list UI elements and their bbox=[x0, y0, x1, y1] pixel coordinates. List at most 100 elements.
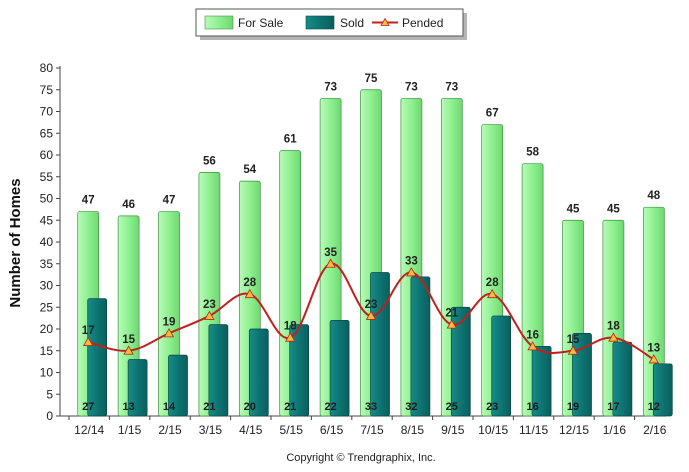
x-tick-label: 9/15 bbox=[441, 423, 465, 437]
y-tick-label: 20 bbox=[40, 322, 54, 336]
pended-marker bbox=[365, 310, 377, 320]
sold-bar bbox=[329, 319, 350, 417]
y-tick-label: 60 bbox=[40, 148, 54, 162]
for-sale-value-label: 58 bbox=[526, 147, 539, 159]
pended-value-label: 15 bbox=[122, 334, 135, 346]
for-sale-value-label: 75 bbox=[365, 73, 378, 85]
axes: 0 5 10 15 20 25 30 35 40 45 50 55 60 65 70 75 80 12/14 1/1… bbox=[40, 61, 667, 437]
sold-bar bbox=[370, 272, 390, 417]
pended-marker bbox=[648, 354, 659, 364]
pended-value-label: 19 bbox=[163, 316, 176, 328]
x-tick-label: 8/15 bbox=[401, 423, 425, 437]
pended-value-label: 23 bbox=[203, 299, 216, 311]
for-sale-value-label: 73 bbox=[405, 81, 418, 93]
copyright-text: Copyright © Trendgraphix, Inc. bbox=[286, 452, 435, 464]
pended-value-label: 17 bbox=[82, 325, 95, 337]
pended-value-label: 35 bbox=[324, 247, 337, 259]
pended-marker bbox=[204, 310, 215, 320]
y-tick-label: 65 bbox=[40, 126, 54, 140]
y-tick-label: 70 bbox=[40, 105, 54, 119]
y-tick-label: 35 bbox=[40, 257, 54, 271]
pended-value-label: 15 bbox=[567, 334, 580, 346]
pended-value-label: 28 bbox=[486, 277, 499, 289]
x-tick-label: 12/14 bbox=[74, 423, 104, 437]
x-tick-label: 11/15 bbox=[519, 423, 548, 437]
pended-marker bbox=[406, 267, 417, 277]
sold-bar bbox=[208, 324, 229, 417]
pended-value-label: 23 bbox=[365, 299, 378, 311]
sold-bar bbox=[248, 328, 269, 417]
y-tick-label: 0 bbox=[46, 409, 53, 423]
pended-marker bbox=[244, 288, 255, 299]
for-sale-value-label: 61 bbox=[284, 134, 297, 146]
pended-marker bbox=[527, 341, 538, 351]
for-sale-value-label: 67 bbox=[486, 108, 499, 120]
sold-bar bbox=[168, 354, 188, 417]
y-tick-label: 15 bbox=[40, 344, 54, 358]
pended-marker bbox=[608, 332, 619, 342]
for-sale-value-label: 54 bbox=[243, 164, 256, 176]
sold-bar bbox=[450, 306, 471, 417]
sold-value-label: 23 bbox=[486, 401, 498, 413]
sold-bar bbox=[87, 298, 108, 417]
for-sale-value-label: 48 bbox=[647, 190, 660, 202]
pended-marker bbox=[83, 336, 94, 346]
sold-value-label: 25 bbox=[446, 401, 458, 413]
x-tick-label: 1/16 bbox=[603, 423, 627, 437]
legend-label-pended: Pended bbox=[402, 16, 443, 30]
sold-value-label: 14 bbox=[163, 401, 176, 413]
y-tick-label: 45 bbox=[40, 213, 54, 227]
y-tick-label: 5 bbox=[46, 387, 53, 401]
legend-swatch-sold bbox=[305, 15, 335, 30]
sold-value-label: 20 bbox=[244, 401, 256, 413]
sold-value-label: 12 bbox=[648, 401, 660, 413]
pended-value-label: 18 bbox=[284, 321, 297, 333]
pended-value-label: 21 bbox=[445, 308, 458, 320]
x-tick-label: 5/15 bbox=[280, 423, 304, 437]
data-labels: 47 46 47 56 54 61 73 75 73 73 67 58 45 45 48 27 13 14 21 20… bbox=[82, 73, 661, 413]
sold-bar bbox=[612, 341, 633, 417]
x-tick-label: 7/15 bbox=[360, 423, 384, 437]
for-sale-value-label: 73 bbox=[324, 81, 337, 93]
y-tick-label: 25 bbox=[40, 300, 54, 314]
pended-value-label: 18 bbox=[607, 321, 620, 333]
sold-bar bbox=[289, 324, 310, 417]
pended-marker bbox=[446, 319, 457, 329]
x-tick-label: 12/15 bbox=[559, 423, 589, 437]
legend-swatch-for-sale bbox=[204, 15, 234, 30]
x-tick-label: 2/15 bbox=[158, 423, 182, 437]
for-sale-value-label: 47 bbox=[163, 195, 176, 207]
for-sale-value-label: 45 bbox=[567, 203, 580, 215]
sold-bar bbox=[652, 363, 673, 417]
pended-value-label: 13 bbox=[647, 342, 660, 354]
y-axis-title: Number of Homes bbox=[7, 178, 24, 307]
pended-value-label: 28 bbox=[243, 277, 256, 289]
x-tick-label: 2/16 bbox=[643, 423, 667, 437]
pended-value-label: 33 bbox=[405, 255, 418, 267]
sold-bars bbox=[87, 272, 673, 417]
pended-marker bbox=[123, 345, 134, 355]
sold-value-label: 19 bbox=[567, 401, 579, 413]
legend: For Sale Sold Pended bbox=[195, 8, 467, 40]
legend-marker-pended bbox=[380, 17, 390, 26]
for-sale-value-label: 45 bbox=[607, 203, 620, 215]
sold-value-label: 17 bbox=[607, 401, 619, 413]
sold-bar bbox=[531, 346, 552, 417]
pended-marker bbox=[325, 258, 336, 268]
sold-value-label: 16 bbox=[526, 401, 538, 413]
pended-value-label: 16 bbox=[526, 329, 539, 341]
sold-value-label: 32 bbox=[405, 401, 417, 413]
y-tick-label: 80 bbox=[40, 61, 54, 75]
pended-marker bbox=[487, 288, 498, 299]
for-sale-value-label: 46 bbox=[122, 199, 135, 211]
sold-bar bbox=[127, 359, 148, 417]
x-tick-label: 1/15 bbox=[118, 423, 142, 437]
pended-marker bbox=[163, 328, 175, 338]
for-sale-value-label: 47 bbox=[82, 195, 95, 207]
y-tick-label: 30 bbox=[40, 279, 54, 293]
sold-value-label: 21 bbox=[284, 401, 296, 413]
sold-value-label: 21 bbox=[203, 401, 215, 413]
y-tick-label: 10 bbox=[40, 366, 54, 380]
